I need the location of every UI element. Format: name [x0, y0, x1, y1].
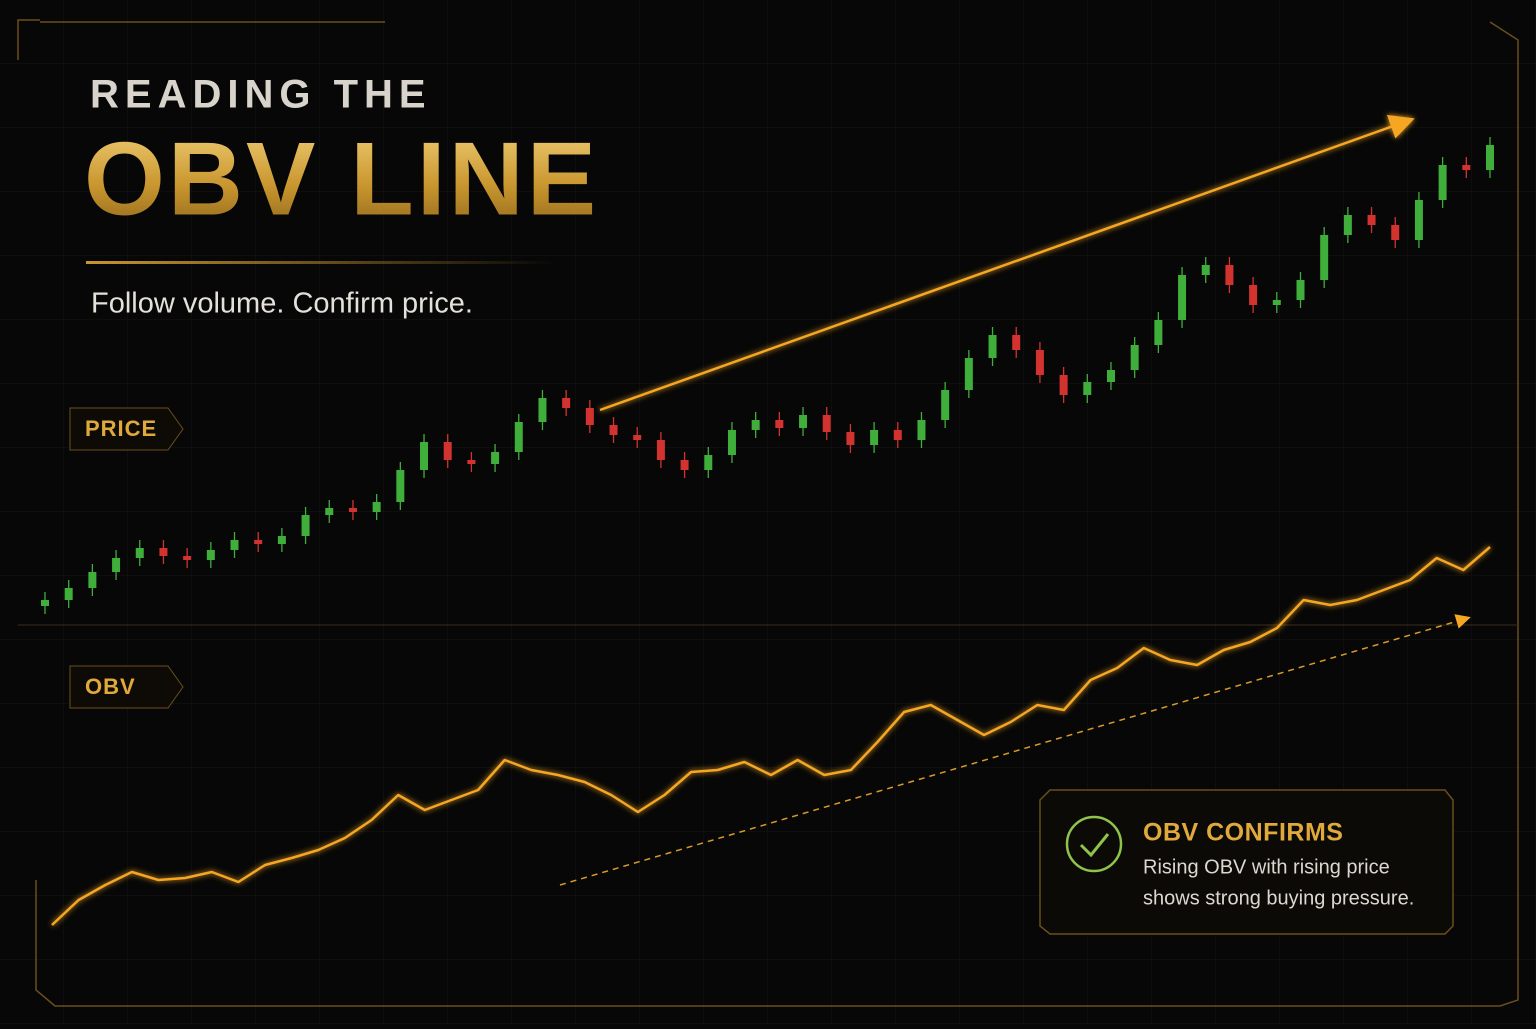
candle-body: [846, 432, 855, 445]
candle-body: [325, 508, 334, 515]
title-kicker: READING THE: [90, 73, 432, 117]
candle-body: [254, 540, 263, 544]
candle-body: [1391, 225, 1400, 240]
candle-body: [917, 420, 926, 440]
candle-body: [1249, 285, 1258, 305]
charts: [41, 137, 1494, 926]
check-mark: [1079, 833, 1110, 858]
price-tag: [69, 407, 184, 451]
candle-body: [633, 435, 642, 440]
obv-tag: [69, 665, 184, 709]
candle-body: [230, 540, 239, 550]
candle-body: [1130, 345, 1139, 370]
candle-body: [1106, 370, 1115, 382]
candle-body: [159, 548, 168, 556]
trend-arrow-dashed: [559, 614, 1471, 886]
candle-body: [1272, 300, 1281, 305]
candle-body: [822, 415, 831, 432]
check-circle: [1065, 815, 1123, 873]
candle-body: [941, 390, 950, 420]
candle-body: [1201, 265, 1210, 275]
candle-body: [1083, 382, 1092, 395]
candle-body: [1178, 275, 1187, 320]
obv-line: [51, 546, 1491, 926]
candle-body: [1225, 265, 1234, 285]
price-label: PRICE: [85, 416, 157, 441]
callout-line: Rising OBV with rising price: [1143, 856, 1390, 878]
candle-body: [1367, 215, 1376, 225]
candle-body: [1462, 165, 1471, 170]
candle-body: [1154, 320, 1163, 345]
candle-body: [727, 430, 736, 455]
candle-body: [538, 398, 547, 422]
candle-body: [870, 430, 879, 445]
candle-body: [775, 420, 784, 428]
callout-title: OBV CONFIRMS: [1143, 819, 1343, 847]
title-rule: [86, 261, 556, 264]
candle-body: [420, 442, 429, 470]
candle-body: [609, 425, 618, 435]
candle-body: [1438, 165, 1447, 200]
title: OBV LINE: [84, 121, 599, 237]
candle-body: [893, 430, 902, 440]
frame: [17, 19, 1519, 1007]
candle-body: [751, 420, 760, 430]
candle-body: [1320, 235, 1329, 280]
candle-body: [1414, 200, 1423, 240]
candle-body: [1059, 375, 1068, 395]
candle-body: [443, 442, 452, 460]
candle-body: [1296, 280, 1305, 300]
candle-body: [64, 588, 73, 600]
candle-body: [135, 548, 144, 558]
candle-body: [562, 398, 571, 408]
candle-body: [396, 470, 405, 502]
candle-body: [799, 415, 808, 428]
candle-body: [112, 558, 121, 572]
candle-body: [656, 440, 665, 460]
candle-body: [348, 508, 357, 512]
candle-body: [206, 550, 215, 560]
candle-body: [1343, 215, 1352, 235]
candle-body: [704, 455, 713, 470]
trend-arrow: [599, 114, 1415, 412]
callout-line: shows strong buying pressure.: [1143, 887, 1414, 909]
candle-body: [301, 515, 310, 536]
candle-body: [988, 335, 997, 358]
candle-body: [183, 556, 192, 560]
candle-body: [1012, 335, 1021, 350]
candle-body: [491, 452, 500, 464]
candle-body: [41, 600, 49, 606]
candle-body: [1486, 145, 1494, 170]
candle-body: [467, 460, 476, 464]
candle-body: [585, 408, 594, 425]
candle-body: [88, 572, 97, 588]
candle-body: [680, 460, 689, 470]
candle-body: [514, 422, 523, 452]
candle-body: [277, 536, 286, 544]
candle-body: [964, 358, 973, 390]
subtitle: Follow volume. Confirm price.: [91, 288, 473, 320]
obv-label: OBV: [85, 674, 136, 699]
candle-body: [372, 502, 381, 512]
callout-box: [1039, 789, 1454, 935]
candle-body: [1035, 350, 1044, 375]
